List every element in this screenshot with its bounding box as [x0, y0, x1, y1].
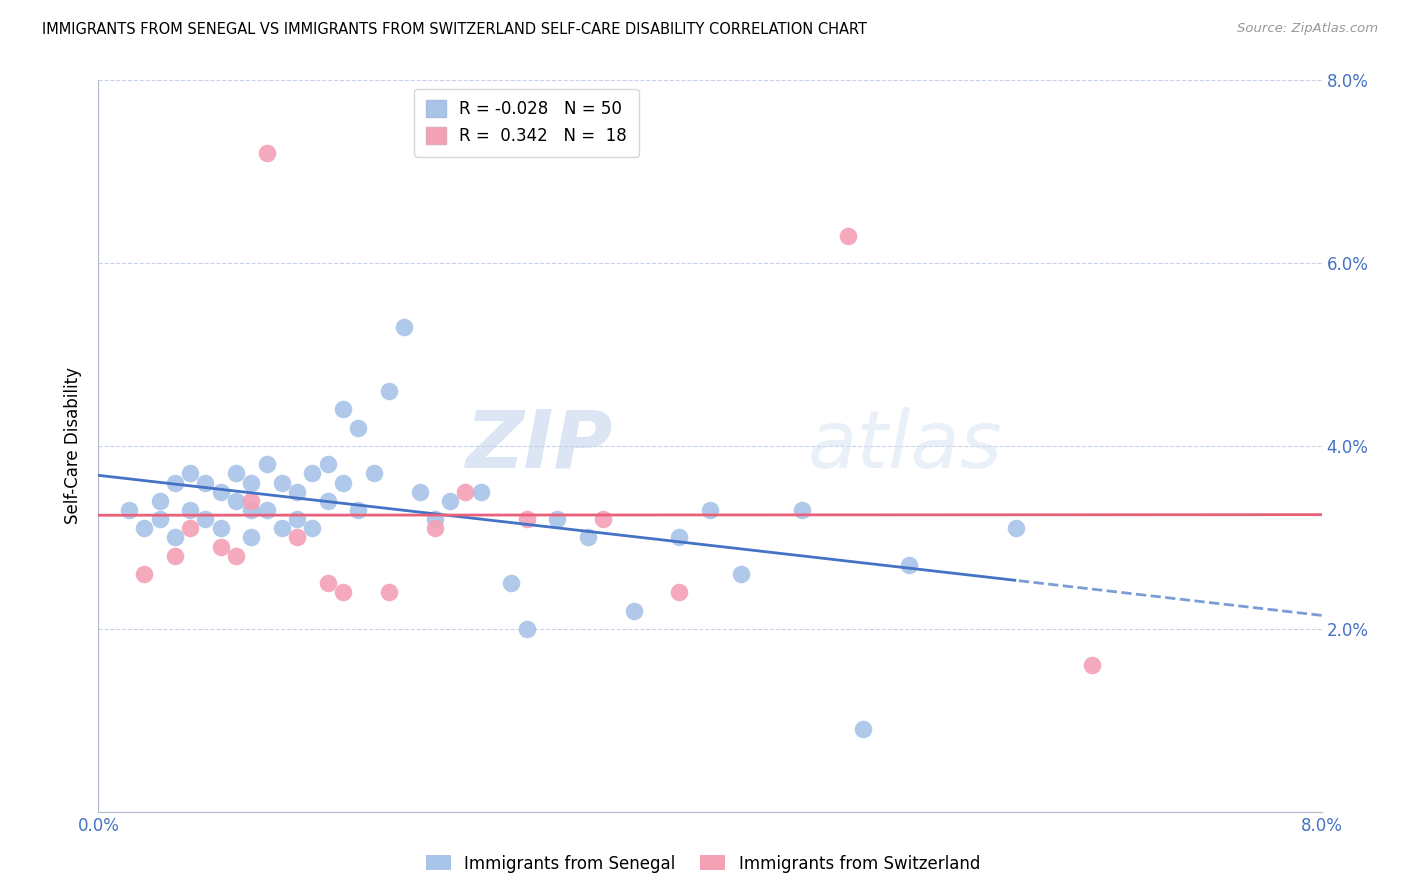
Point	[240, 530, 263, 544]
Point	[270, 521, 294, 535]
Y-axis label: Self-Care Disability: Self-Care Disability	[65, 368, 83, 524]
Point	[1004, 521, 1026, 535]
Point	[256, 146, 278, 161]
Point	[576, 530, 599, 544]
Legend: R = -0.028   N = 50, R =  0.342   N =  18: R = -0.028 N = 50, R = 0.342 N = 18	[415, 88, 638, 157]
Point	[699, 503, 721, 517]
Point	[592, 512, 614, 526]
Point	[179, 467, 201, 481]
Text: ZIP: ZIP	[465, 407, 612, 485]
Point	[316, 576, 339, 591]
Point	[225, 467, 247, 481]
Point	[301, 467, 323, 481]
Point	[256, 503, 278, 517]
Point	[301, 521, 323, 535]
Point	[897, 558, 920, 572]
Point	[240, 503, 263, 517]
Point	[423, 512, 446, 526]
Point	[347, 503, 370, 517]
Point	[668, 530, 690, 544]
Point	[392, 320, 416, 334]
Point	[149, 493, 172, 508]
Point	[347, 420, 370, 434]
Point	[454, 484, 477, 499]
Point	[332, 585, 354, 599]
Point	[285, 512, 308, 526]
Point	[149, 512, 172, 526]
Point	[837, 228, 859, 243]
Point	[225, 549, 247, 563]
Point	[225, 493, 247, 508]
Point	[209, 484, 232, 499]
Point	[134, 567, 156, 582]
Point	[730, 567, 752, 582]
Point	[501, 576, 523, 591]
Point	[285, 484, 308, 499]
Point	[240, 493, 263, 508]
Point	[852, 723, 875, 737]
Point	[194, 512, 217, 526]
Text: atlas: atlas	[808, 407, 1002, 485]
Point	[332, 475, 354, 490]
Point	[256, 458, 278, 472]
Point	[118, 503, 141, 517]
Point	[163, 530, 186, 544]
Point	[316, 458, 339, 472]
Point	[316, 493, 339, 508]
Point	[423, 521, 446, 535]
Legend: Immigrants from Senegal, Immigrants from Switzerland: Immigrants from Senegal, Immigrants from…	[419, 848, 987, 880]
Point	[546, 512, 568, 526]
Point	[179, 521, 201, 535]
Point	[240, 475, 263, 490]
Point	[270, 475, 294, 490]
Text: IMMIGRANTS FROM SENEGAL VS IMMIGRANTS FROM SWITZERLAND SELF-CARE DISABILITY CORR: IMMIGRANTS FROM SENEGAL VS IMMIGRANTS FR…	[42, 22, 868, 37]
Point	[163, 475, 186, 490]
Point	[470, 484, 492, 499]
Text: Source: ZipAtlas.com: Source: ZipAtlas.com	[1237, 22, 1378, 36]
Point	[1081, 658, 1104, 673]
Point	[378, 384, 401, 399]
Point	[439, 493, 461, 508]
Point	[516, 622, 538, 636]
Point	[408, 484, 430, 499]
Point	[163, 549, 186, 563]
Point	[378, 585, 401, 599]
Point	[516, 512, 538, 526]
Point	[134, 521, 156, 535]
Point	[332, 402, 354, 417]
Point	[209, 521, 232, 535]
Point	[790, 503, 813, 517]
Point	[668, 585, 690, 599]
Point	[363, 467, 385, 481]
Point	[179, 503, 201, 517]
Point	[194, 475, 217, 490]
Point	[209, 540, 232, 554]
Point	[623, 603, 645, 617]
Point	[285, 530, 308, 544]
